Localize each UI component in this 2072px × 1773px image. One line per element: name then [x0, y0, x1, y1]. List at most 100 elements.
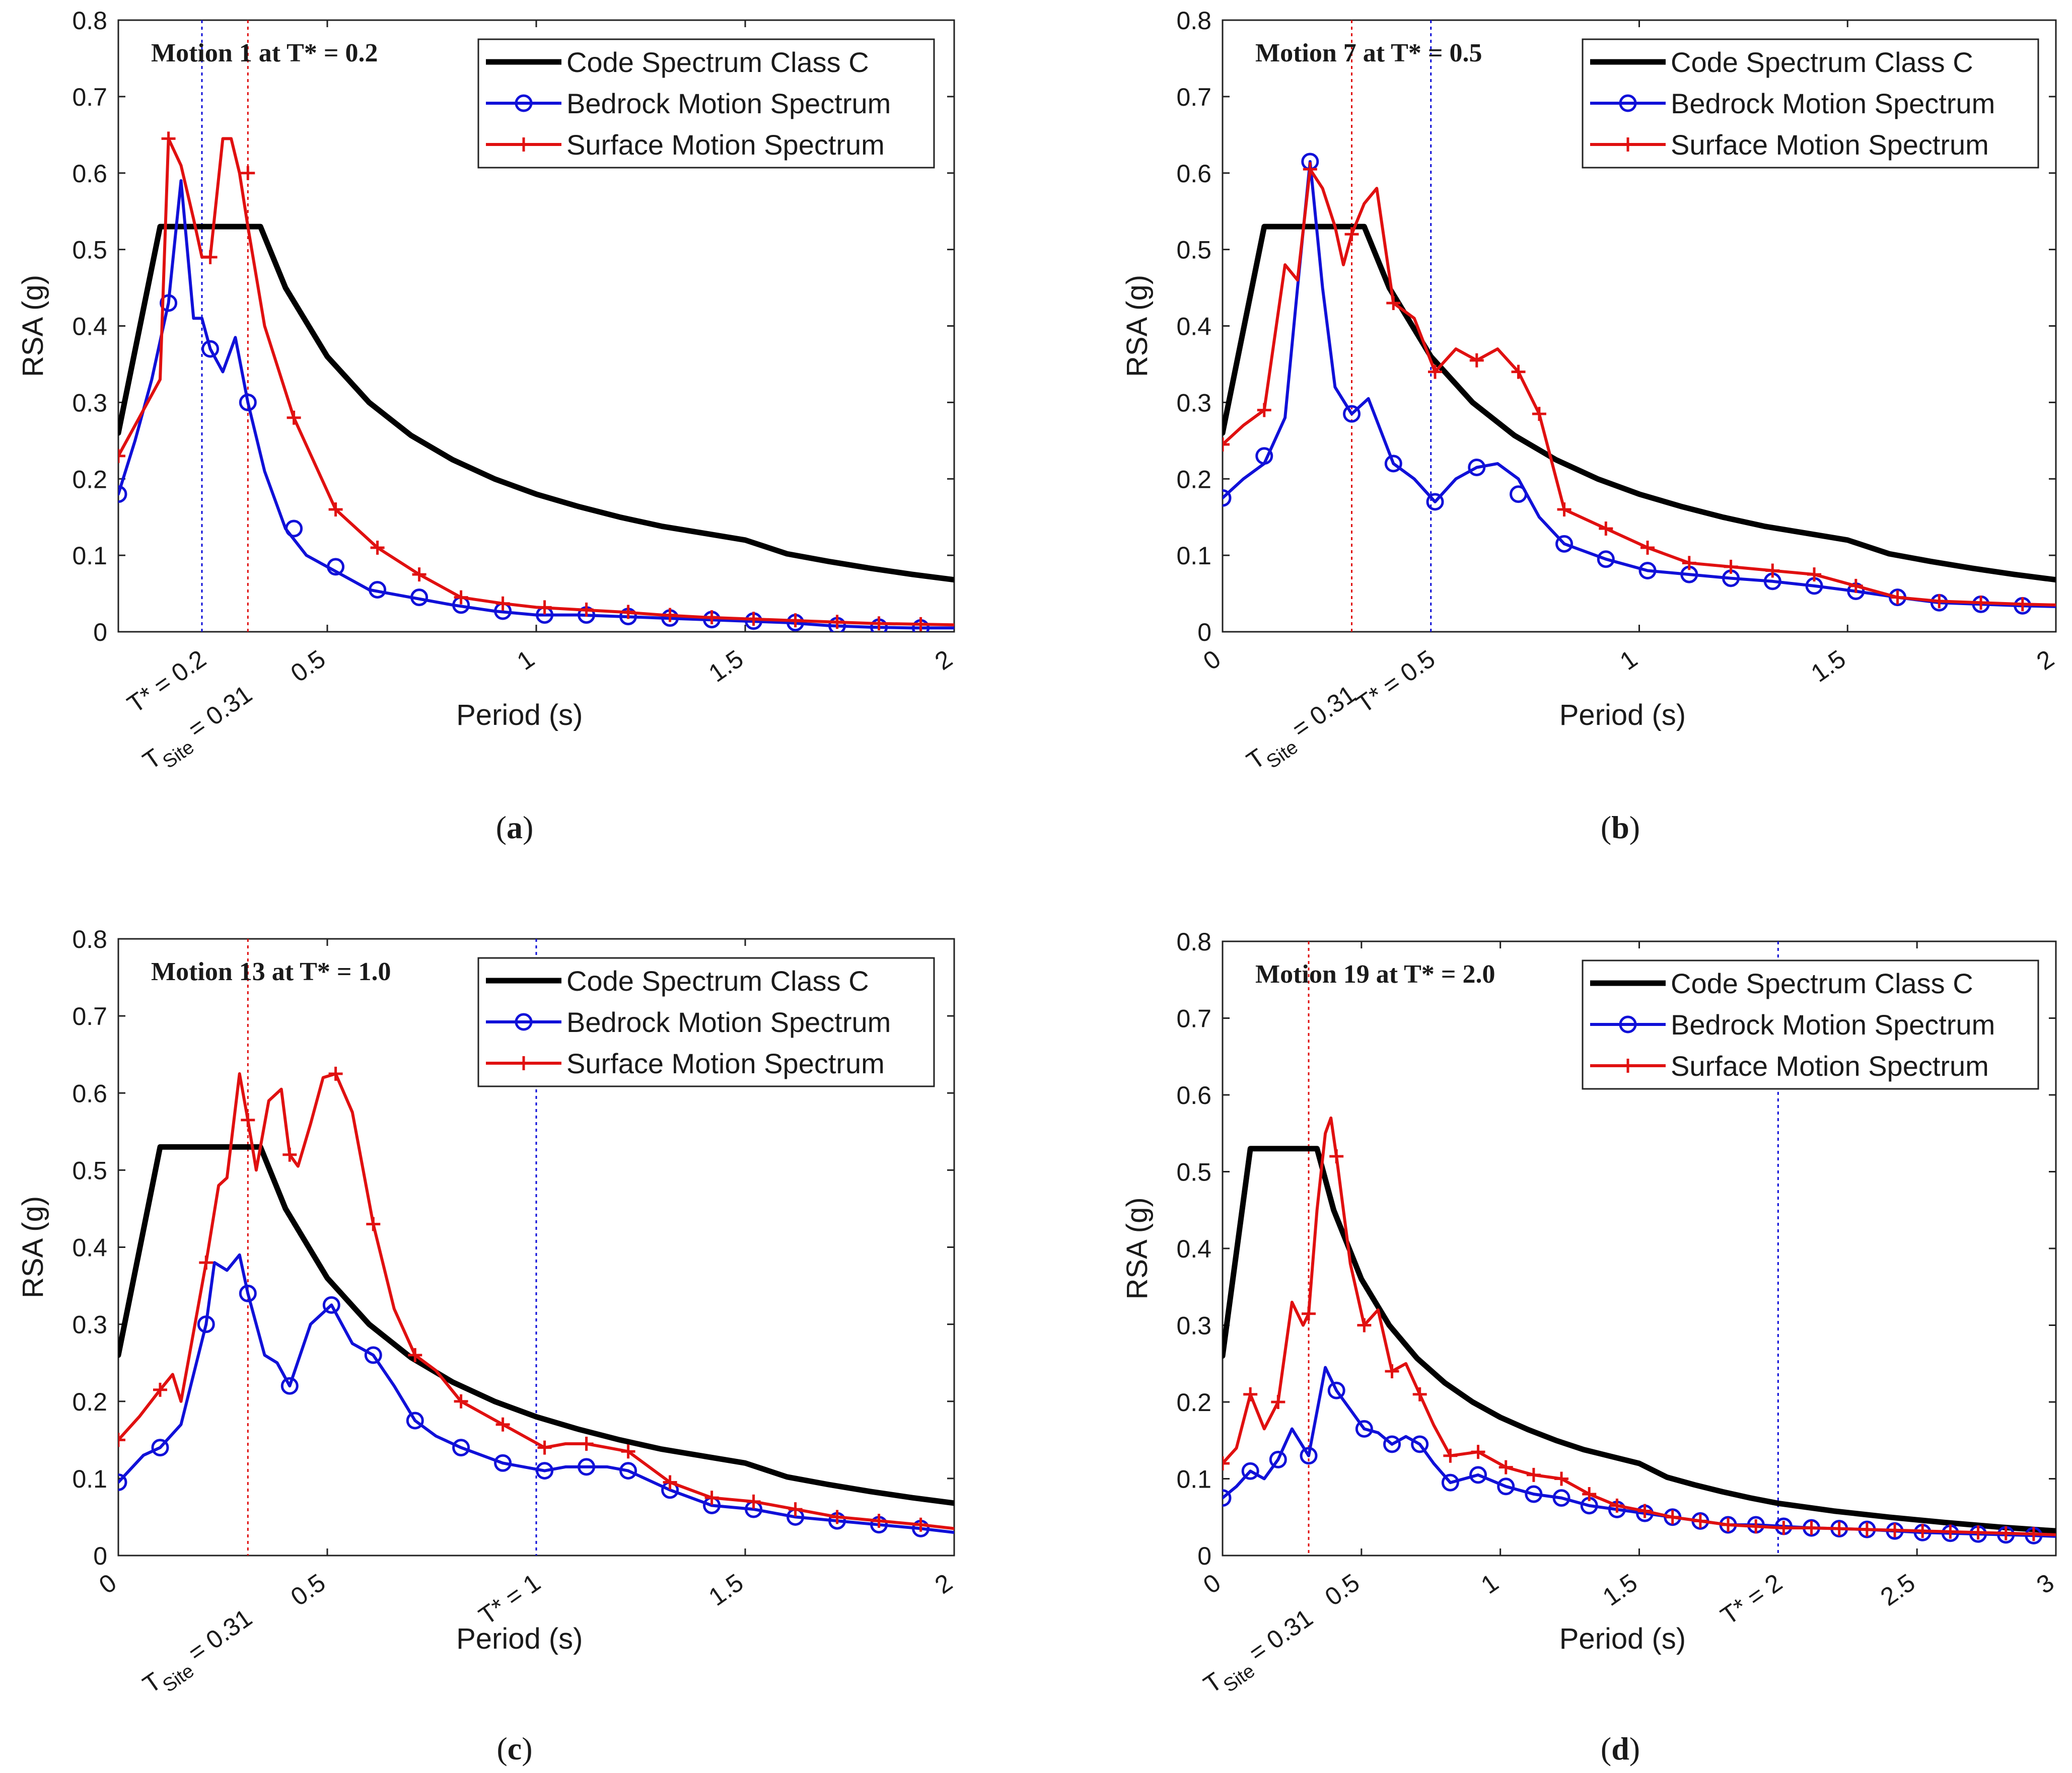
data-point-surface	[1932, 594, 1947, 609]
panel-caption: (d)	[1601, 1731, 1640, 1766]
legend-item: Bedrock Motion Spectrum	[486, 88, 891, 119]
data-point-bedrock	[1355, 1420, 1373, 1438]
data-point-surface	[1469, 353, 1484, 367]
data-point-bedrock	[406, 1412, 424, 1430]
data-point-bedrock	[118, 485, 127, 503]
data-point-surface	[830, 615, 844, 629]
data-point-surface	[663, 1475, 677, 1490]
x-axis-label: Period (s)	[1559, 699, 1686, 731]
data-point-bedrock	[1469, 1466, 1487, 1484]
data-point-bedrock	[1255, 447, 1273, 465]
y-tick-label: 0.6	[1176, 160, 1211, 188]
data-point-surface	[579, 602, 594, 617]
data-point-surface	[1223, 1456, 1230, 1470]
y-tick-label: 0.2	[1176, 1388, 1211, 1417]
legend-item: Surface Motion Spectrum	[486, 1048, 885, 1079]
data-point-surface	[1471, 1445, 1485, 1459]
x-tick-label: 2	[2031, 644, 2059, 676]
data-point-bedrock	[1241, 1462, 1259, 1480]
y-tick-label: 0.1	[1176, 1465, 1211, 1494]
data-point-surface	[1344, 227, 1359, 242]
data-point-surface	[1665, 1510, 1680, 1524]
y-tick-label: 0.5	[72, 1156, 107, 1185]
caption-paren: )	[522, 1731, 532, 1766]
data-point-surface	[454, 1394, 468, 1409]
y-tick-label: 0.2	[1176, 465, 1211, 493]
x-tick-label: 2	[930, 1568, 957, 1599]
x-tick-label: 1.5	[703, 644, 748, 688]
data-point-bedrock	[239, 393, 257, 411]
data-point-surface	[408, 1348, 422, 1362]
label-part: T* = 0.2	[122, 644, 211, 718]
data-point-surface	[1682, 556, 1696, 570]
data-point-surface	[2015, 597, 2030, 612]
x-tick-label: 2	[930, 644, 957, 676]
data-point-bedrock	[285, 520, 303, 538]
series-group	[118, 1066, 954, 1537]
data-point-surface	[328, 502, 343, 516]
x-tick-label: 0.5	[1320, 1568, 1365, 1611]
chart-panel-a: 0 0.1 0.2 0.3 0.4 0.5 0.6 0.7 0.8 0.5 1 1.5 2 T* = 0.…	[17, 7, 957, 845]
chart-title: Motion 19 at T* = 2.0	[1255, 960, 1495, 989]
chart-panel-c: 0 0.1 0.2 0.3 0.4 0.5 0.6 0.7 0.8 0 0.5 1.5 2 TSite =…	[17, 925, 957, 1766]
x-tick-label: 1.5	[1806, 644, 1850, 688]
data-point-surface	[1943, 1524, 1958, 1539]
x-axis-label: Period (s)	[456, 699, 583, 731]
data-point-bedrock	[452, 1439, 470, 1457]
data-point-surface	[370, 540, 385, 555]
data-point-surface	[1385, 1364, 1399, 1378]
data-point-surface	[913, 1517, 928, 1532]
x-axis-label: Period (s)	[456, 1622, 583, 1655]
data-point-surface	[1526, 1467, 1541, 1482]
data-point-bedrock	[536, 1462, 554, 1480]
data-point-bedrock	[160, 294, 178, 312]
data-point-surface	[1640, 540, 1655, 555]
legend-label: Surface Motion Spectrum	[566, 1048, 885, 1079]
data-point-bedrock	[1638, 562, 1657, 579]
data-point-surface	[1765, 563, 1780, 578]
caption-paren: )	[523, 809, 533, 845]
series-group	[118, 131, 954, 632]
reference-line-label: TSite = 0.31	[1198, 1603, 1322, 1706]
caption-paren: (	[1601, 809, 1611, 845]
data-point-bedrock	[1441, 1473, 1459, 1492]
data-point-bedrock	[1223, 489, 1232, 507]
y-axis-label: RSA (g)	[1121, 1197, 1154, 1299]
data-point-bedrock	[280, 1377, 299, 1395]
data-point-surface	[454, 590, 468, 605]
y-tick-label: 0.8	[72, 7, 107, 35]
data-point-surface	[1610, 1498, 1624, 1513]
data-point-surface	[872, 1514, 886, 1528]
data-point-surface	[704, 1491, 719, 1505]
data-point-surface	[199, 1255, 213, 1270]
y-tick-label: 0.2	[72, 465, 107, 493]
data-point-bedrock	[1525, 1485, 1543, 1503]
y-tick-label: 0.8	[1176, 928, 1211, 956]
data-point-bedrock	[322, 1296, 340, 1314]
data-point-surface	[1428, 364, 1443, 379]
data-point-bedrock	[1223, 1489, 1232, 1507]
data-point-surface	[1443, 1448, 1458, 1463]
data-point-surface	[241, 166, 255, 180]
y-tick-label: 0.1	[72, 542, 107, 570]
series-line-bedrock	[118, 1253, 954, 1534]
data-point-bedrock	[1383, 1435, 1401, 1453]
y-tick-label: 0.7	[72, 83, 107, 111]
reference-line-label: TSite = 0.31	[137, 1603, 261, 1706]
y-tick-label: 0.4	[72, 313, 107, 341]
y-tick-label: 0.7	[1176, 1005, 1211, 1033]
y-tick-label: 0.3	[1176, 389, 1211, 417]
y-tick-label: 0.7	[72, 1002, 107, 1030]
y-tick-label: 0.1	[72, 1465, 107, 1493]
data-point-surface	[1412, 1387, 1427, 1401]
data-point-bedrock	[1552, 1489, 1570, 1507]
data-point-surface	[1890, 590, 1905, 605]
data-point-surface	[366, 1217, 381, 1231]
data-point-surface	[1498, 1460, 1513, 1474]
data-point-surface	[1998, 1526, 2013, 1540]
y-tick-label: 0.4	[1176, 1235, 1211, 1263]
data-point-surface	[1832, 1521, 1846, 1536]
data-point-surface	[1303, 162, 1317, 177]
y-tick-label: 0	[1197, 1542, 1211, 1570]
